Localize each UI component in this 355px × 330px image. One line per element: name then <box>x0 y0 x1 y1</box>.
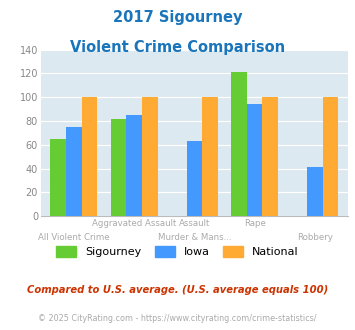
Text: Aggravated Assault: Aggravated Assault <box>92 219 176 228</box>
Legend: Sigourney, Iowa, National: Sigourney, Iowa, National <box>52 242 303 262</box>
Bar <box>186 141 202 216</box>
Bar <box>231 72 247 216</box>
Bar <box>142 97 158 216</box>
Text: Compared to U.S. average. (U.S. average equals 100): Compared to U.S. average. (U.S. average … <box>27 285 328 295</box>
Bar <box>247 104 262 216</box>
Text: Robbery: Robbery <box>297 233 333 242</box>
Text: Rape: Rape <box>244 219 266 228</box>
Bar <box>66 127 82 216</box>
Bar <box>126 115 142 216</box>
Bar <box>111 118 126 216</box>
Bar <box>202 97 218 216</box>
Bar <box>262 97 278 216</box>
Text: 2017 Sigourney: 2017 Sigourney <box>113 10 242 25</box>
Bar <box>50 139 66 216</box>
Text: Violent Crime Comparison: Violent Crime Comparison <box>70 40 285 54</box>
Text: Assault: Assault <box>179 219 210 228</box>
Text: Murder & Mans...: Murder & Mans... <box>158 233 231 242</box>
Bar <box>82 97 97 216</box>
Text: © 2025 CityRating.com - https://www.cityrating.com/crime-statistics/: © 2025 CityRating.com - https://www.city… <box>38 314 317 323</box>
Bar <box>323 97 338 216</box>
Text: All Violent Crime: All Violent Crime <box>38 233 110 242</box>
Bar <box>307 167 323 216</box>
